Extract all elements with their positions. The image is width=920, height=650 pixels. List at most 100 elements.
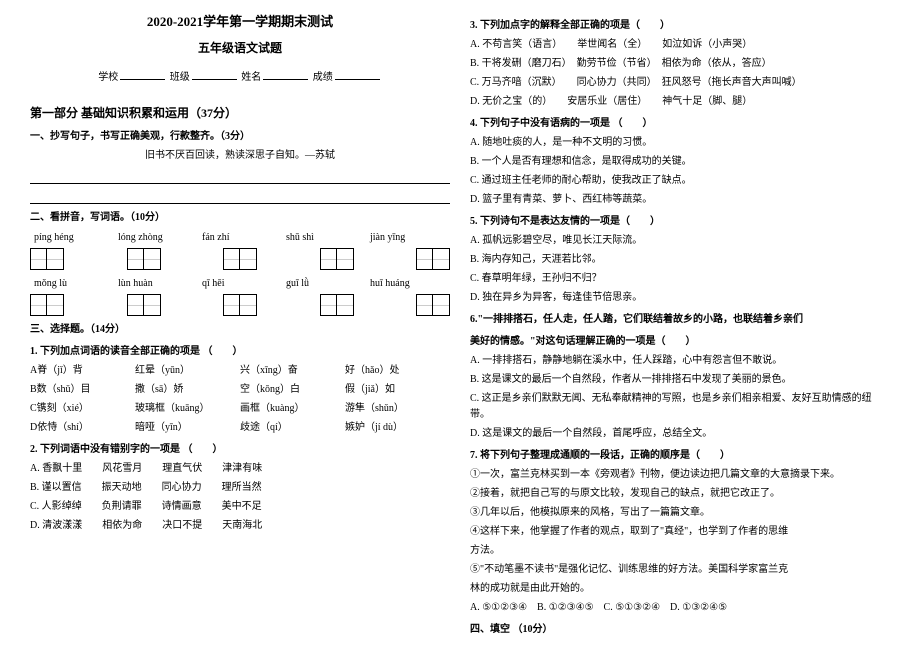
pinyin-2-3: qī hēi	[198, 276, 282, 292]
q4-opt-b: B. 一个人是否有理想和信念，是取得成功的关键。	[470, 154, 890, 170]
grid-box-1-2[interactable]	[127, 248, 161, 270]
q4-opt-a: A. 随地吐痰的人，是一种不文明的习惯。	[470, 135, 890, 151]
q3-opt-b: B. 干将发硎（磨刀石） 勤劳节俭（节省） 相依为命（依从，答应）	[470, 56, 890, 72]
q7-item-4b: 方法。	[470, 543, 890, 559]
q1-c-4: 游隼（shǔn）	[345, 401, 450, 417]
class-blank[interactable]	[192, 68, 237, 80]
q5-opt-c: C. 春草明年绿，王孙归不归？	[470, 271, 890, 287]
q7-item-1: ①一次，富兰克林买到一本《旁观者》刊物，便边读边把几篇文章的大意摘录下来。	[470, 467, 890, 483]
pinyin-2-4: guī lǜ	[282, 276, 366, 292]
copy-line-1[interactable]	[30, 170, 450, 184]
grid-box-2-4[interactable]	[320, 294, 354, 316]
q1-row-c: C镌刻（xié） 玻璃框（kuāng） 画框（kuàng） 游隼（shǔn）	[30, 401, 450, 417]
s1-sentence: 旧书不厌百回读，熟读深思子自知。—苏轼	[30, 148, 450, 164]
grid-box-2-3[interactable]	[223, 294, 257, 316]
grid-box-1-5[interactable]	[416, 248, 450, 270]
right-column: 3. 下列加点字的解释全部正确的项是（ ） A. 不苟言笑（语言） 举世闻名（全…	[460, 12, 900, 638]
s2-title: 二、看拼音，写词语。（10分）	[30, 210, 450, 226]
q7-title: 7. 将下列句子整理成通顺的一段话，正确的顺序是（ ）	[470, 448, 890, 464]
pinyin-1-5: jiàn yīng	[366, 230, 450, 246]
school-blank[interactable]	[120, 68, 165, 80]
grid-box-2-1[interactable]	[30, 294, 64, 316]
q7-item-4: ④这样下来，他掌握了作者的观点，取到了"真经"，也学到了作者的思维	[470, 524, 890, 540]
school-label: 学校	[98, 72, 118, 83]
q6-opt-a: A. 一排排搭石，静静地躺在溪水中，任人踩踏，心中有怨言但不敢说。	[470, 353, 890, 369]
pinyin-2-5: huī huáng	[366, 276, 450, 292]
exam-title: 2020-2021学年第一学期期末测试	[30, 12, 450, 33]
q6-title-1: 6."一排排搭石，任人走，任人踏，它们联结着故乡的小路，也联结着乡亲们	[470, 312, 890, 328]
q1-b-4: 假（jiǎ）如	[345, 382, 450, 398]
q6-opt-d: D. 这是课文的最后一个自然段，首尾呼应，总结全文。	[470, 426, 890, 442]
q7-item-2: ②接着，就把自己写的与原文比较，发现自己的缺点，就把它改正了。	[470, 486, 890, 502]
grid-box-2-2[interactable]	[127, 294, 161, 316]
pinyin-row-1: píng héng lóng zhòng fán zhí shū shì jià…	[30, 230, 450, 246]
score-blank[interactable]	[335, 68, 380, 80]
s1-title: 一、抄写句子，书写正确美观，行款整齐。（3分）	[30, 129, 450, 145]
student-info-line: 学校 班级 姓名 成绩	[30, 68, 450, 86]
score-label: 成绩	[313, 72, 333, 83]
pinyin-row-2: mǒng lù lùn huàn qī hēi guī lǜ huī huáng	[30, 276, 450, 292]
q1-b-3: 空（kōng）白	[240, 382, 345, 398]
q3-opt-a: A. 不苟言笑（语言） 举世闻名（全） 如泣如诉（小声哭）	[470, 37, 890, 53]
q1-d-2: 暗哑（yīn）	[135, 420, 240, 436]
pinyin-2-1: mǒng lù	[30, 276, 114, 292]
copy-line-2[interactable]	[30, 190, 450, 204]
q1-c-1: C镌刻（xié）	[30, 401, 135, 417]
q4-title: 4. 下列句子中没有语病的一项是 （ ）	[470, 116, 890, 132]
q3-opt-d: D. 无价之宝（的） 安居乐业（居住） 神气十足（脚、腿）	[470, 94, 890, 110]
grid-box-1-4[interactable]	[320, 248, 354, 270]
s4-title: 四、填空 （10分）	[470, 622, 890, 638]
q5-opt-d: D. 独在异乡为异客，每逢佳节倍思亲。	[470, 290, 890, 306]
q1-a-2: 红晕（yūn）	[135, 363, 240, 379]
part1-title: 第一部分 基础知识积累和运用（37分）	[30, 104, 450, 123]
pinyin-2-2: lùn huàn	[114, 276, 198, 292]
q3-opt-c: C. 万马齐喑（沉默） 同心协力（共同） 狂风怒号（拖长声音大声叫喊）	[470, 75, 890, 91]
q7-item-5b: 林的成功就是由此开始的。	[470, 581, 890, 597]
q1-row-d: D依恃（shí） 暗哑（yīn） 歧途（qí） 嫉妒（jí dù）	[30, 420, 450, 436]
q2-opt-a: A. 香飘十里 风花雪月 理直气伏 津津有味	[30, 461, 450, 477]
left-column: 2020-2021学年第一学期期末测试 五年级语文试题 学校 班级 姓名 成绩 …	[20, 12, 460, 638]
q5-title: 5. 下列诗句不是表达友情的一项是（ ）	[470, 214, 890, 230]
q2-opt-d: D. 清波漾漾 相依为命 决口不提 天南海北	[30, 518, 450, 534]
q1-a-4: 好（hǎo）处	[345, 363, 450, 379]
name-label: 姓名	[241, 72, 261, 83]
q7-item-3: ③几年以后，他模拟原来的风格，写出了一篇篇文章。	[470, 505, 890, 521]
q2-opt-b: B. 谨以置信 振天动地 同心协力 理所当然	[30, 480, 450, 496]
grid-row-1	[30, 248, 450, 270]
q3-title: 3. 下列加点字的解释全部正确的项是（ ）	[470, 18, 890, 34]
grid-box-1-1[interactable]	[30, 248, 64, 270]
q2-opt-c: C. 人影绰绰 负荆请罪 诗情画意 美中不足	[30, 499, 450, 515]
q5-opt-a: A. 孤帆远影碧空尽，唯见长江天际流。	[470, 233, 890, 249]
exam-subtitle: 五年级语文试题	[30, 39, 450, 58]
q1-a-1: A脊（jǐ）背	[30, 363, 135, 379]
q1-d-4: 嫉妒（jí dù）	[345, 420, 450, 436]
q7-item-5: ⑤"不动笔墨不读书"是强化记忆、训练思维的好方法。美国科学家富兰克	[470, 562, 890, 578]
q1-c-2: 玻璃框（kuāng）	[135, 401, 240, 417]
q4-opt-c: C. 通过班主任老师的耐心帮助，使我改正了缺点。	[470, 173, 890, 189]
q6-opt-b: B. 这是课文的最后一个自然段，作者从一排排搭石中发现了美丽的景色。	[470, 372, 890, 388]
name-blank[interactable]	[263, 68, 308, 80]
q1-c-3: 画框（kuàng）	[240, 401, 345, 417]
q1-row-a: A脊（jǐ）背 红晕（yūn） 兴（xīng）奋 好（hǎo）处	[30, 363, 450, 379]
pinyin-1-2: lóng zhòng	[114, 230, 198, 246]
q1-b-2: 撒（sā）娇	[135, 382, 240, 398]
grid-row-2	[30, 294, 450, 316]
q1-title: 1. 下列加点词语的读音全部正确的项是 （ ）	[30, 344, 450, 360]
q5-opt-b: B. 海内存知己，天涯若比邻。	[470, 252, 890, 268]
pinyin-1-3: fán zhí	[198, 230, 282, 246]
q6-title-2: 美好的情感。"对这句话理解正确的一项是（ ）	[470, 334, 890, 350]
q1-d-3: 歧途（qí）	[240, 420, 345, 436]
q7-choices: A. ⑤①②③④ B. ①②③④⑤ C. ⑤①③②④ D. ①③②④⑤	[470, 600, 890, 616]
pinyin-1-4: shū shì	[282, 230, 366, 246]
q6-opt-c: C. 这正是乡亲们默默无闻、无私奉献精神的写照，也是乡亲们相亲相爱、友好互助情感…	[470, 391, 890, 423]
q1-a-3: 兴（xīng）奋	[240, 363, 345, 379]
class-label: 班级	[170, 72, 190, 83]
q2-title: 2. 下列词语中没有错别字的一项是 （ ）	[30, 442, 450, 458]
q1-row-b: B数（shǔ）目 撒（sā）娇 空（kōng）白 假（jiǎ）如	[30, 382, 450, 398]
grid-box-2-5[interactable]	[416, 294, 450, 316]
pinyin-1-1: píng héng	[30, 230, 114, 246]
grid-box-1-3[interactable]	[223, 248, 257, 270]
s3-title: 三、选择题。（14分）	[30, 322, 450, 338]
q1-b-1: B数（shǔ）目	[30, 382, 135, 398]
q4-opt-d: D. 篮子里有青菜、萝卜、西红柿等蔬菜。	[470, 192, 890, 208]
